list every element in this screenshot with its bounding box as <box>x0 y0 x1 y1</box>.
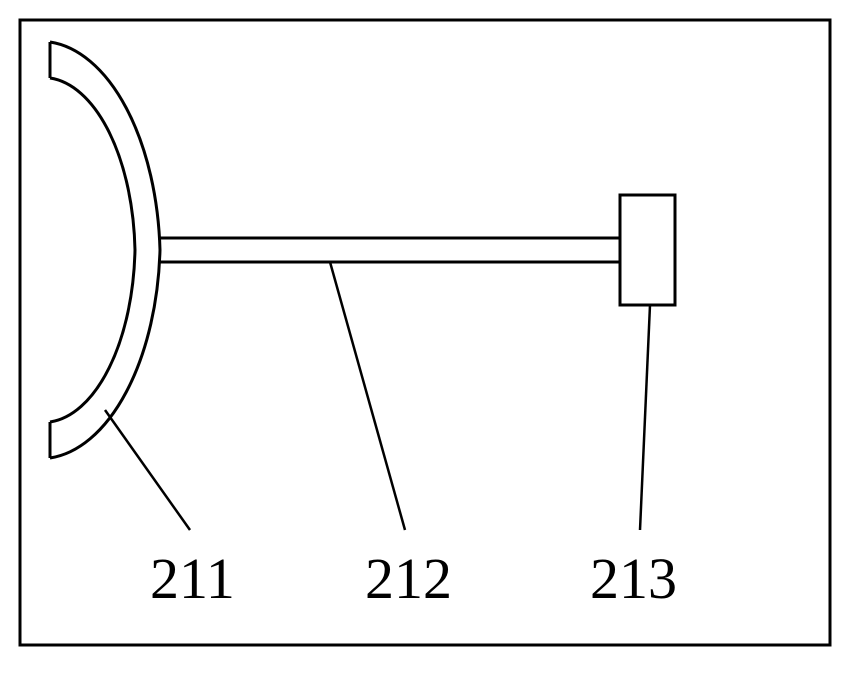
label-211: 211 <box>150 545 235 612</box>
leader-211 <box>105 410 190 530</box>
leader-212 <box>330 262 405 530</box>
technical-diagram: 211 212 213 <box>0 0 850 685</box>
label-212: 212 <box>365 545 452 612</box>
arc-inner <box>50 78 135 422</box>
leader-213 <box>640 305 650 530</box>
arc-outer <box>50 42 160 458</box>
label-213: 213 <box>590 545 677 612</box>
end-block <box>620 195 675 305</box>
